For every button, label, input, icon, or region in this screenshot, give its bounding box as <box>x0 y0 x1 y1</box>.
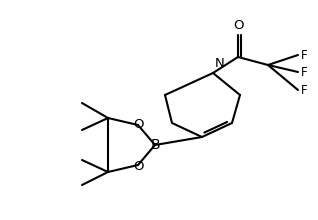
Text: F: F <box>301 66 308 79</box>
Text: F: F <box>301 48 308 62</box>
Text: O: O <box>134 160 144 172</box>
Text: O: O <box>233 19 243 32</box>
Text: B: B <box>150 138 160 152</box>
Text: N: N <box>215 57 225 70</box>
Text: O: O <box>134 117 144 130</box>
Text: F: F <box>301 84 308 97</box>
